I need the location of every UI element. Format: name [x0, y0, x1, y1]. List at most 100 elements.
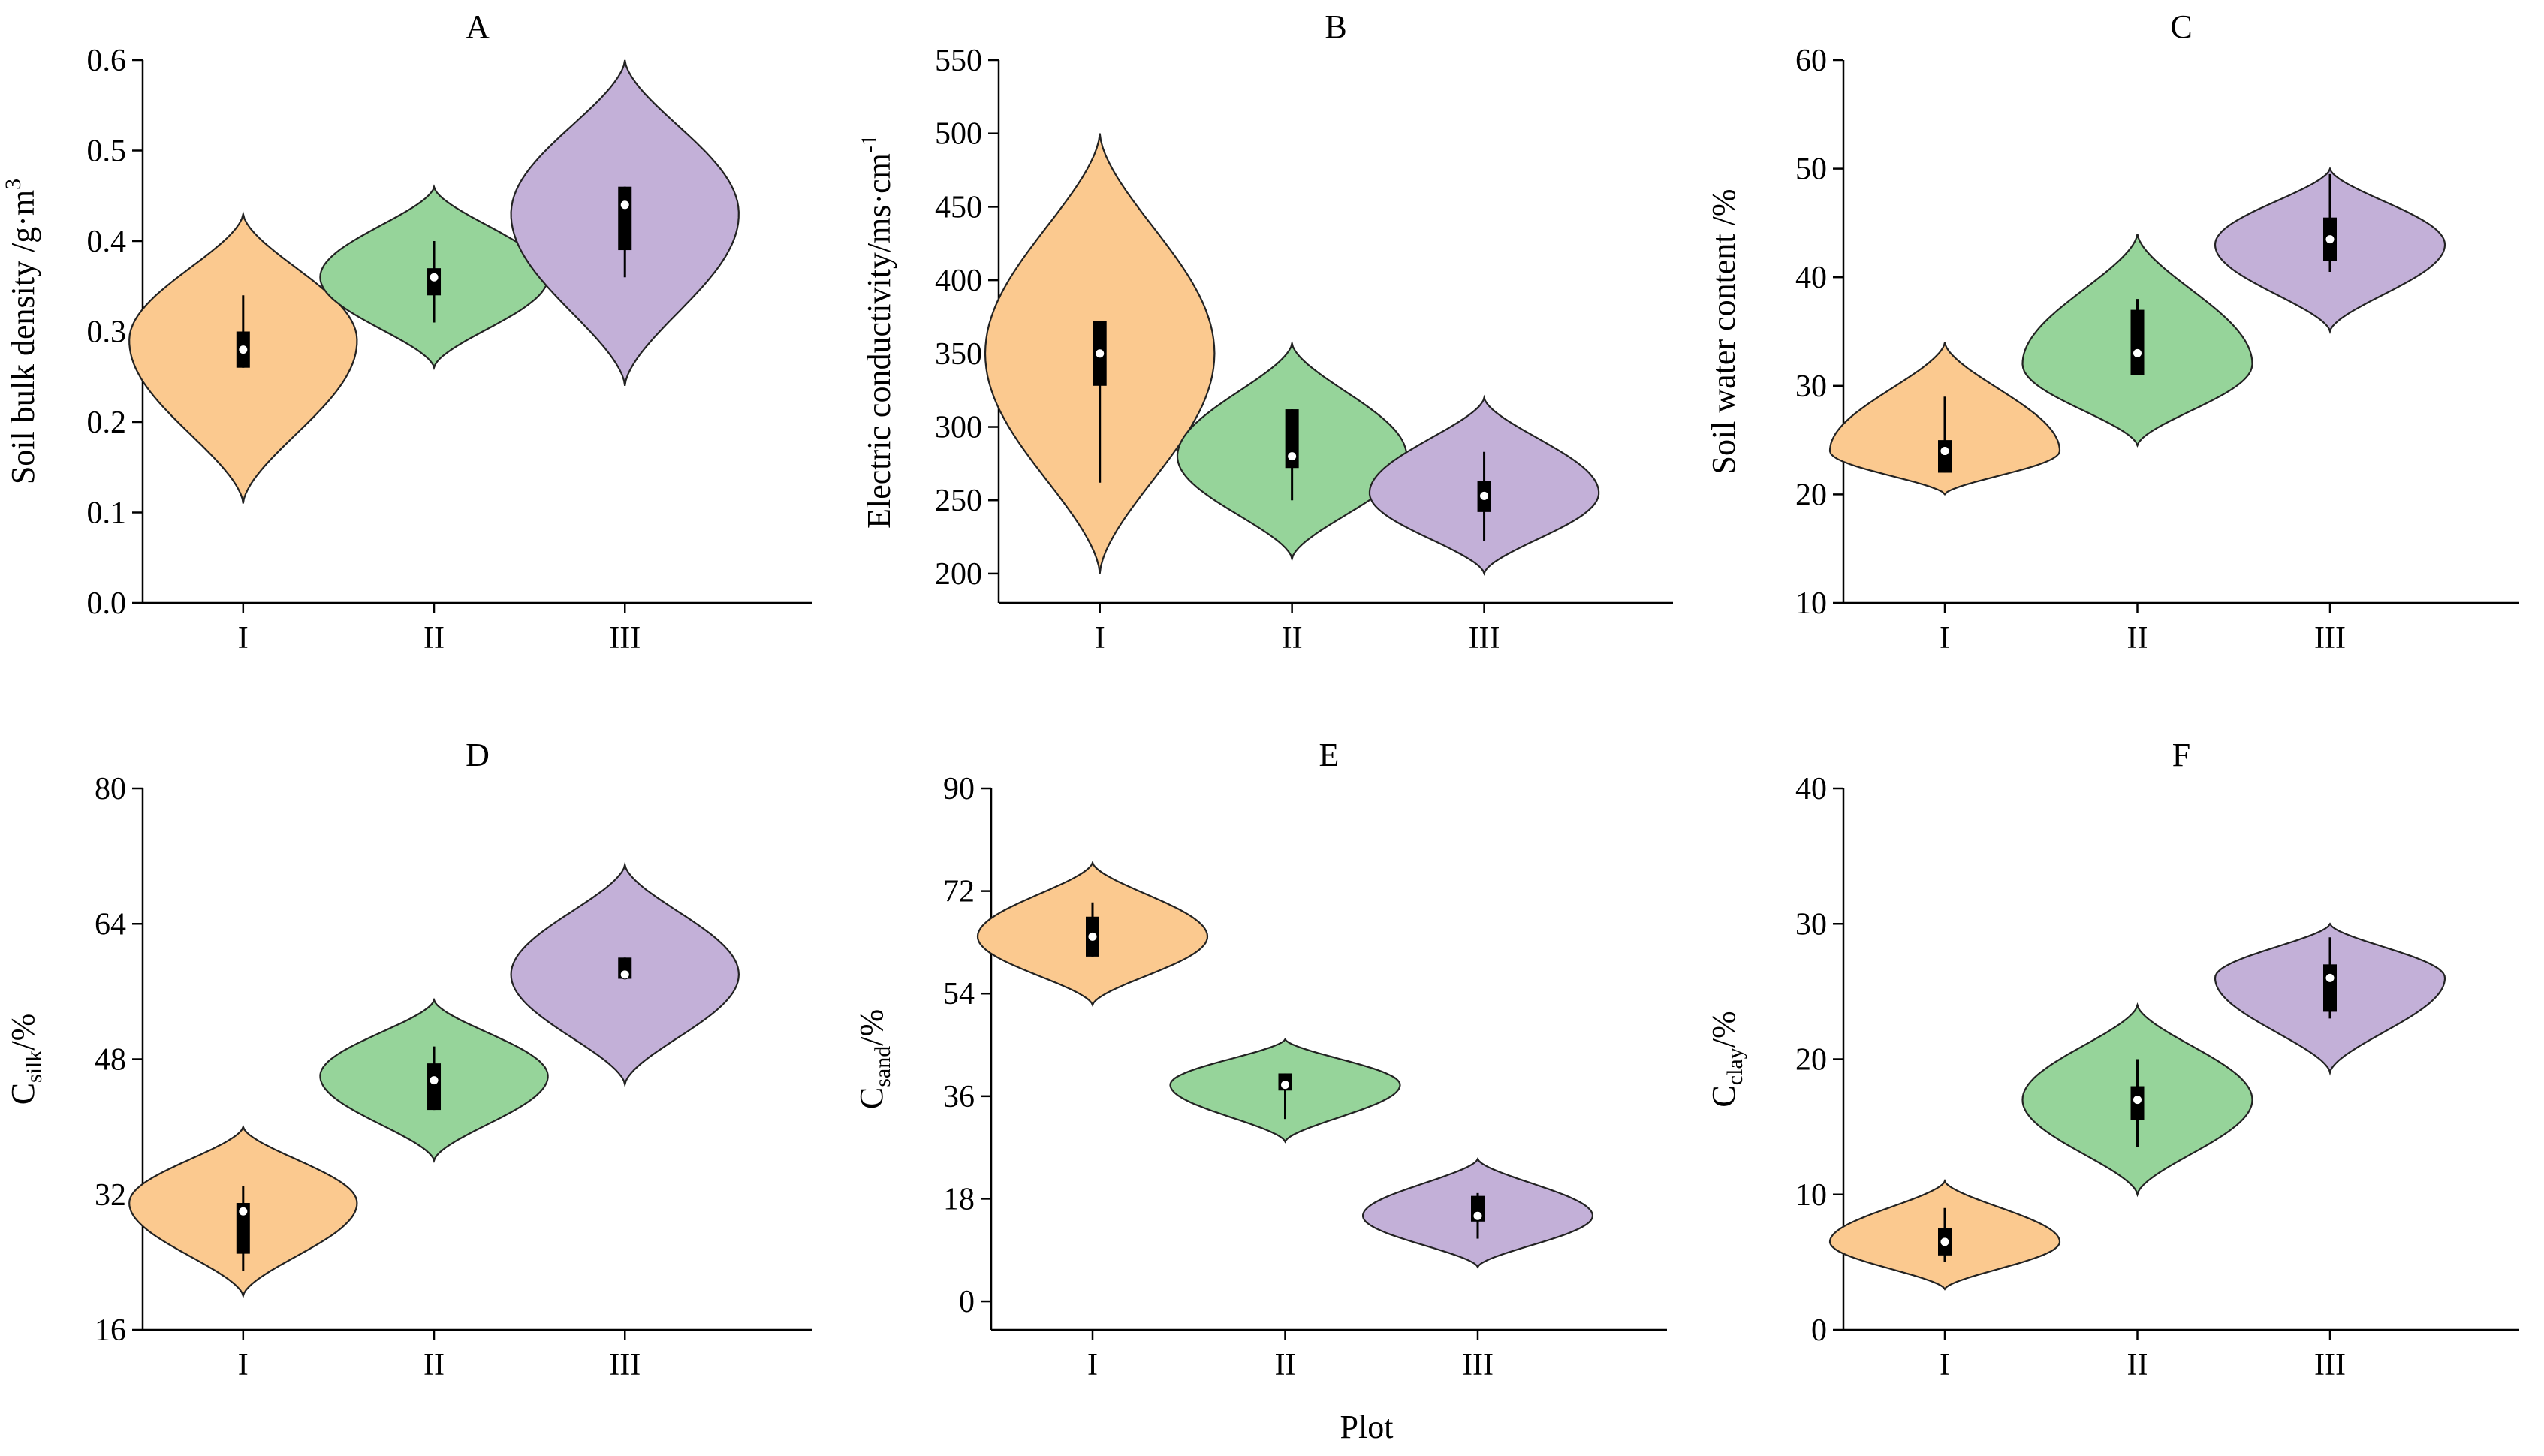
y-tick-label: 0.6: [87, 44, 127, 78]
y-tick-label: 10: [1795, 586, 1827, 621]
iqr-box: [236, 1203, 250, 1254]
panel-title: E: [1319, 737, 1340, 773]
global-x-axis-label: Plot: [1340, 1409, 1394, 1445]
x-tick-label: III: [2314, 1348, 2346, 1382]
x-tick-label: I: [238, 1348, 249, 1382]
median-dot: [2325, 972, 2335, 983]
iqr-box: [618, 186, 632, 251]
y-axis-label: Soil water content /%: [1705, 188, 1742, 474]
median-dot: [1479, 490, 1490, 501]
y-tick-label: 350: [935, 337, 982, 372]
median-dot: [429, 1075, 439, 1086]
x-tick-label: III: [609, 1348, 641, 1382]
y-tick-label: 10: [1795, 1178, 1827, 1213]
y-tick-label: 32: [95, 1178, 126, 1213]
y-tick-label: 250: [935, 484, 982, 518]
x-tick-label: I: [1940, 621, 1950, 656]
x-tick-label: II: [1275, 1348, 1296, 1382]
x-tick-label: II: [1282, 621, 1303, 656]
y-tick-label: 0.0: [87, 586, 127, 621]
x-tick-label: I: [238, 621, 249, 656]
median-dot: [619, 200, 630, 210]
y-tick-label: 450: [935, 190, 982, 225]
y-axis-label: Csilk/%: [5, 1014, 47, 1105]
y-tick-label: 300: [935, 411, 982, 445]
y-tick-label: 0.4: [87, 225, 127, 259]
x-tick-label: II: [2127, 621, 2148, 656]
y-tick-label: 30: [1795, 907, 1827, 942]
y-axis-label: Csand/%: [853, 1009, 895, 1109]
y-tick-label: 60: [1795, 44, 1827, 78]
iqr-box: [2130, 309, 2145, 375]
iqr-box: [2323, 964, 2337, 1012]
x-tick-label: II: [423, 621, 445, 656]
x-tick-label: II: [2127, 1348, 2148, 1382]
y-axis-label: Soil bulk density /g·m3: [1, 179, 41, 484]
y-axis-label: Cclay/%: [1705, 1011, 1747, 1107]
panel-title: A: [466, 8, 490, 45]
y-tick-label: 80: [95, 772, 126, 806]
median-dot: [1095, 348, 1105, 359]
x-tick-label: II: [423, 1348, 445, 1382]
x-tick-label: III: [1462, 1348, 1494, 1382]
median-dot: [429, 272, 439, 282]
y-tick-label: 40: [1795, 261, 1827, 295]
median-dot: [1287, 451, 1298, 462]
y-tick-label: 0.5: [87, 134, 127, 169]
y-tick-label: 20: [1795, 1043, 1827, 1078]
x-tick-label: III: [2314, 621, 2346, 656]
y-tick-label: 90: [943, 772, 975, 806]
y-tick-label: 64: [95, 907, 126, 942]
y-tick-label: 0.1: [87, 496, 127, 531]
x-tick-label: I: [1087, 1348, 1098, 1382]
iqr-box: [427, 1063, 442, 1111]
y-tick-label: 0: [959, 1285, 975, 1319]
x-tick-label: I: [1095, 621, 1105, 656]
panel-b: B 200 250 300 350 400 450 500 550 Electric conduc…: [857, 8, 1673, 656]
x-tick-label: III: [609, 621, 641, 656]
x-tick-label: I: [1940, 1348, 1950, 1382]
y-tick-label: 16: [95, 1313, 126, 1348]
y-tick-label: 400: [935, 264, 982, 298]
y-tick-label: 550: [935, 44, 982, 78]
y-tick-label: 36: [943, 1080, 975, 1114]
median-dot: [619, 969, 630, 980]
y-tick-label: 0.2: [87, 405, 127, 440]
median-dot: [1472, 1210, 1483, 1221]
panel-title: C: [2170, 8, 2192, 45]
median-dot: [2133, 348, 2142, 358]
panels: A 0.0 0.1 0.2 0.3 0.4 0.5 0.6 Soil bulk density …: [1, 8, 2519, 1382]
y-tick-label: 0: [1811, 1313, 1827, 1348]
panel-title: D: [466, 737, 490, 773]
median-dot: [1940, 1237, 1950, 1247]
y-tick-label: 30: [1795, 369, 1827, 404]
median-dot: [2133, 1095, 2142, 1105]
median-dot: [1087, 931, 1098, 942]
y-axis-label: Electric conductivity/ms·cm-1: [857, 134, 897, 529]
y-tick-label: 18: [943, 1182, 975, 1216]
y-tick-label: 200: [935, 557, 982, 592]
panel-title: F: [2172, 737, 2190, 773]
median-dot: [1940, 446, 1950, 457]
median-dot: [2325, 234, 2335, 245]
panel-title: B: [1325, 8, 1346, 45]
y-tick-label: 48: [95, 1043, 126, 1078]
y-tick-label: 54: [943, 977, 975, 1011]
y-tick-label: 500: [935, 117, 982, 152]
y-tick-label: 40: [1795, 772, 1827, 806]
y-tick-label: 0.3: [87, 315, 127, 350]
iqr-box: [1938, 440, 1952, 473]
median-dot: [1280, 1080, 1290, 1090]
y-tick-label: 72: [943, 875, 975, 909]
x-tick-label: III: [1469, 621, 1500, 656]
median-dot: [238, 345, 249, 355]
panel-a: A 0.0 0.1 0.2 0.3 0.4 0.5 0.6 Soil bulk density …: [1, 8, 812, 656]
y-tick-label: 20: [1795, 478, 1827, 512]
y-tick-label: 50: [1795, 152, 1827, 187]
median-dot: [238, 1206, 249, 1216]
